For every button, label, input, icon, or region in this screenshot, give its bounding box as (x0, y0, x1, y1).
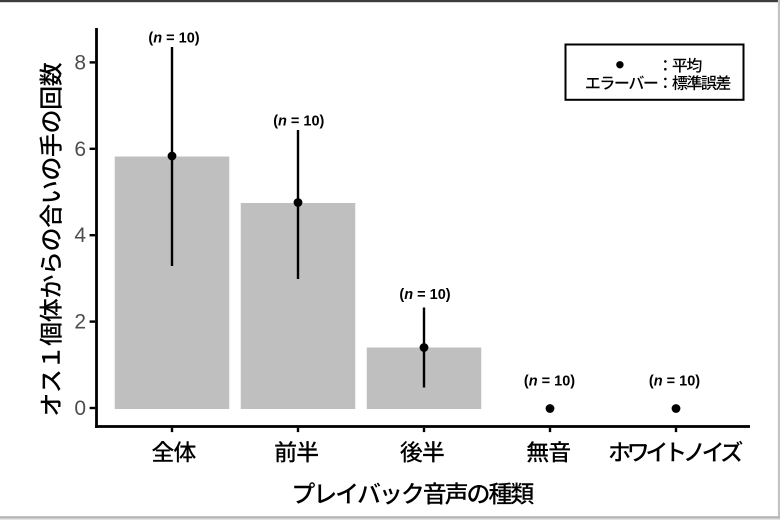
svg-text:(n = 10): (n = 10) (649, 374, 700, 390)
svg-text:(n = 10): (n = 10) (524, 374, 575, 390)
svg-text:0: 0 (74, 397, 86, 420)
svg-text:8: 8 (74, 51, 86, 74)
svg-text:4: 4 (74, 224, 86, 247)
svg-text:(n = 10): (n = 10) (399, 287, 450, 303)
svg-text:6: 6 (74, 138, 86, 161)
svg-text:(n = 10): (n = 10) (273, 114, 324, 130)
svg-text:2: 2 (74, 311, 86, 334)
svg-text:(n = 10): (n = 10) (148, 31, 199, 47)
